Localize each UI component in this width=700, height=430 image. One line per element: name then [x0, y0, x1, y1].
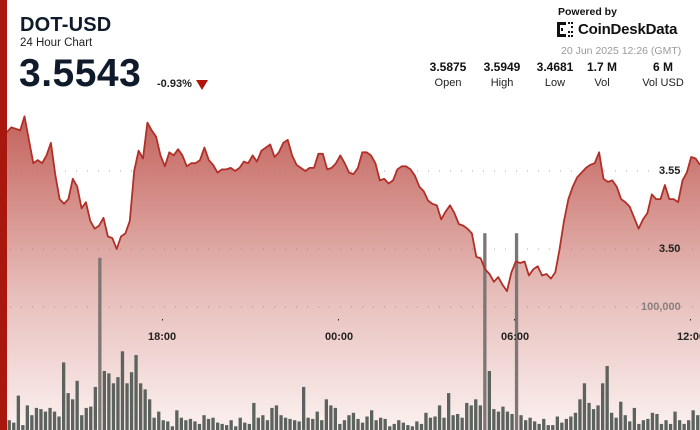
brand-logo: CoinDeskData: [557, 21, 677, 38]
stat-value: 3.5875: [429, 60, 467, 74]
y-tick-label: 3.50: [659, 243, 681, 255]
stat-low: 3.4681 Low: [527, 60, 583, 89]
stat-open: 3.5875 Open: [420, 60, 476, 89]
down-arrow-icon: [196, 80, 208, 90]
x-tick-marks: [162, 319, 691, 321]
price-change: -0.93%: [157, 78, 192, 90]
volume-tick-label: 100,000: [641, 301, 681, 313]
stat-value: 1.7 M: [586, 60, 617, 74]
stat-vol-usd: 6 M Vol USD: [636, 60, 690, 89]
x-tick-label: 06:00: [501, 331, 530, 343]
stat-value: 3.4681: [536, 60, 574, 74]
symbol-title: DOT-USD: [20, 14, 112, 36]
x-tick-label: 18:00: [148, 331, 177, 343]
volume-bars: [7, 233, 700, 430]
stat-label: Vol: [594, 77, 610, 89]
stat-label: High: [490, 77, 514, 89]
stat-label: Vol USD: [642, 77, 684, 89]
stat-vol: 1.7 M Vol: [578, 60, 626, 89]
price-line: [6, 115, 700, 292]
current-price: 3.5543: [19, 52, 142, 95]
x-tick-label: 00:00: [325, 331, 354, 343]
x-tick-label: 12:00: [677, 331, 700, 343]
accent-bar: [0, 0, 7, 430]
price-area: [7, 116, 700, 430]
stat-high: 3.5949 High: [474, 60, 530, 89]
stat-label: Open: [434, 77, 462, 89]
stat-value: 3.5949: [483, 60, 521, 74]
coindesk-data-logo-icon: [557, 22, 573, 37]
chart-subtitle: 24 Hour Chart: [20, 37, 93, 49]
timestamp: 20 Jun 2025 12:26 (GMT): [561, 45, 682, 57]
stat-value: 6 M: [652, 60, 673, 74]
stat-label: Low: [544, 77, 566, 89]
powered-by-label: Powered by: [558, 6, 617, 18]
y-tick-label: 3.55: [659, 165, 681, 177]
brand-name: CoinDeskData: [578, 21, 678, 38]
